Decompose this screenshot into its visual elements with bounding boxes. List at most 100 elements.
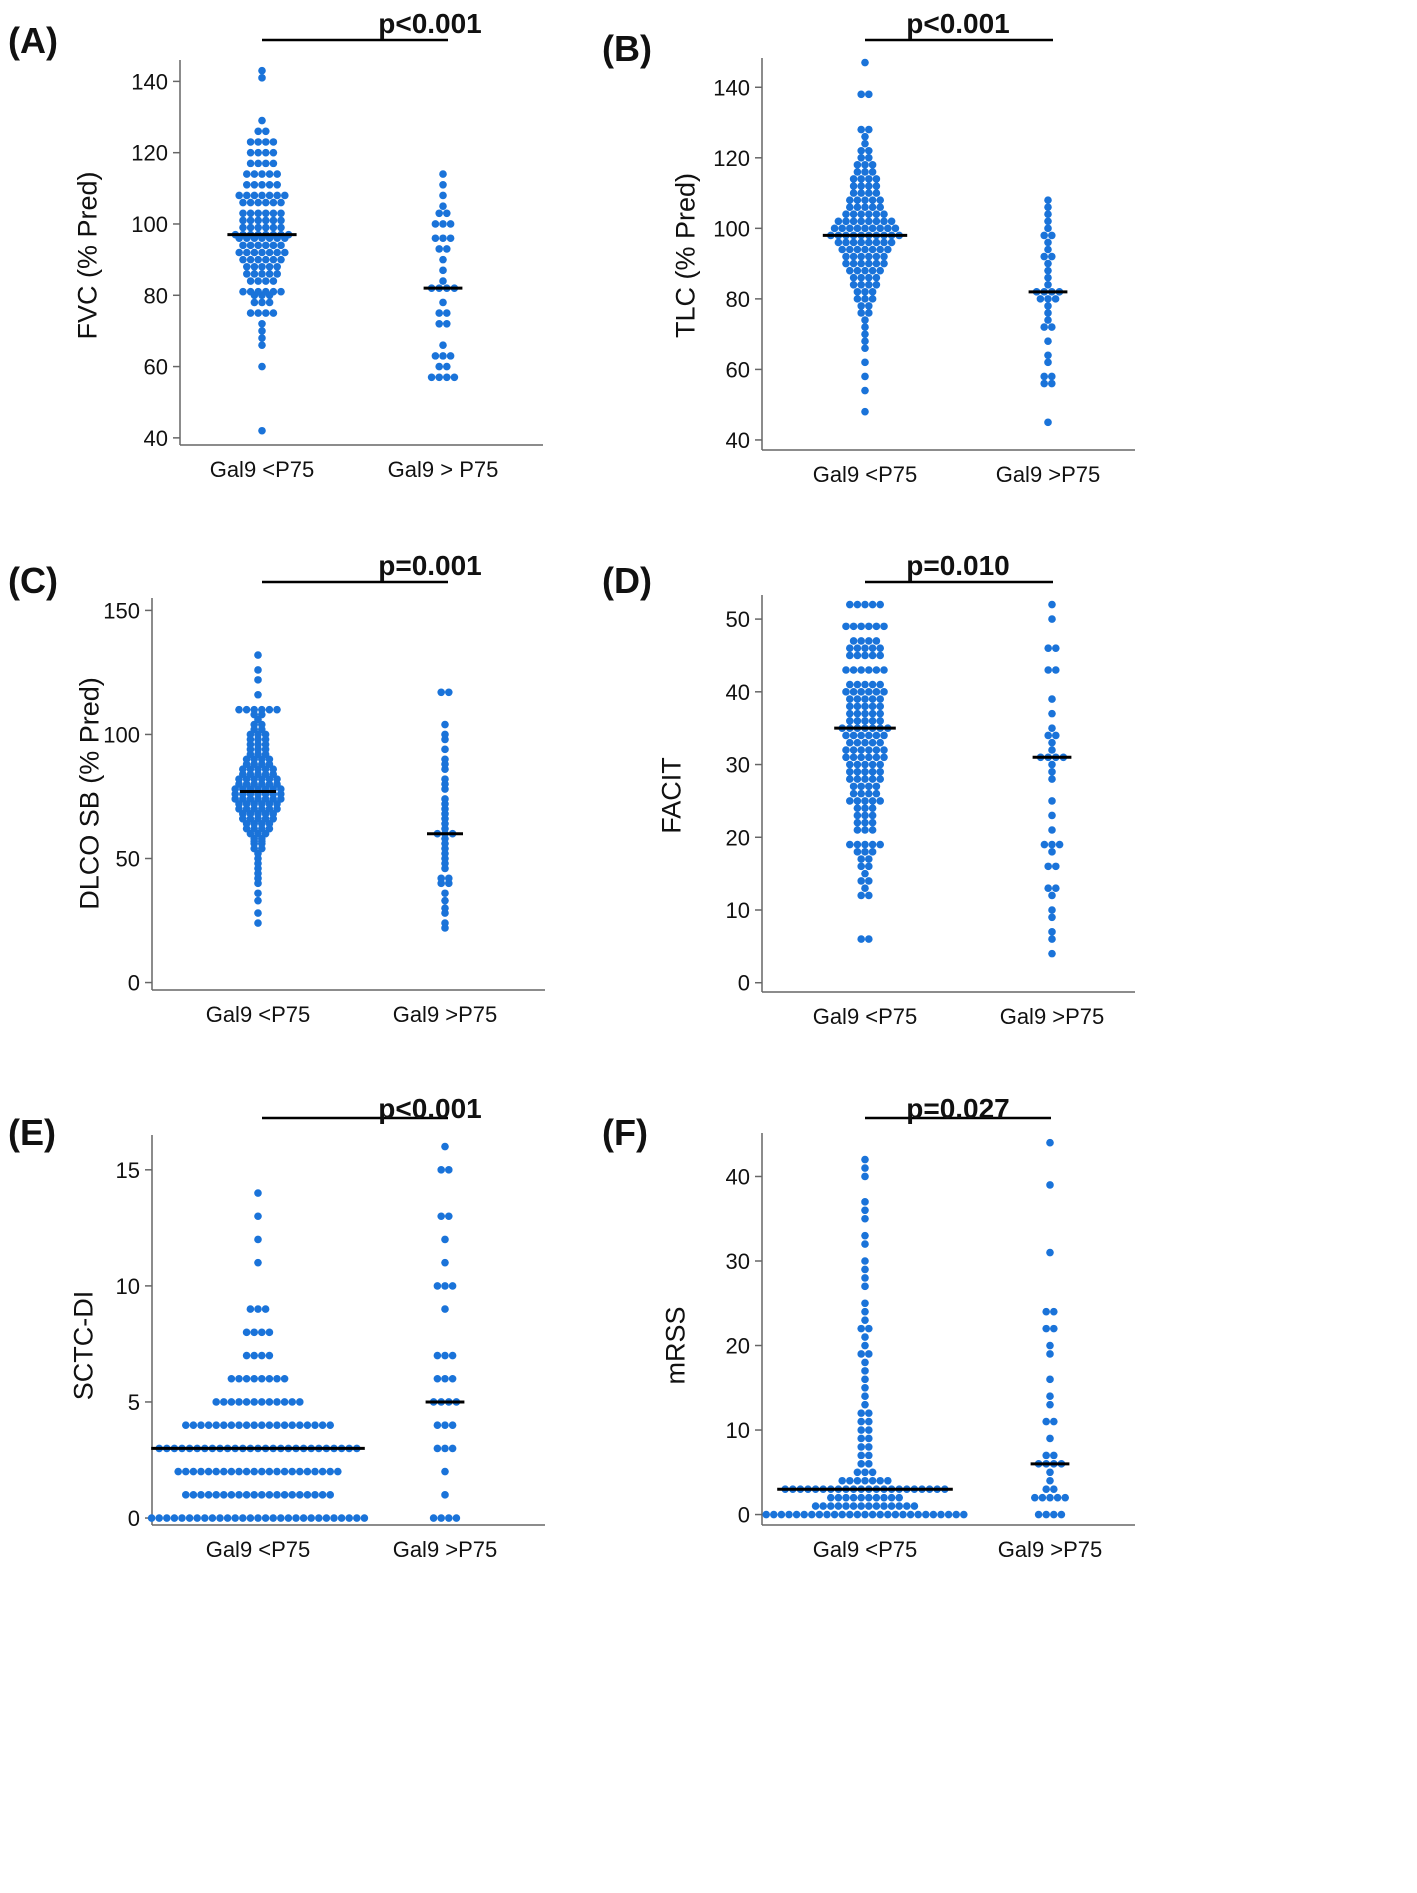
data-point: [254, 159, 262, 168]
data-point: [872, 280, 881, 289]
data-point: [853, 797, 862, 805]
data-point: [865, 217, 873, 226]
data-point: [876, 760, 884, 769]
data-point: [1044, 217, 1052, 226]
x-tick-label-d-0: Gal9 <P75: [813, 1004, 918, 1029]
x-tick-label-a-1: Gal9 > P75: [388, 457, 499, 482]
data-point: [849, 753, 858, 762]
data-point: [250, 262, 259, 271]
y-tick-label-a-2: 80: [144, 283, 168, 308]
data-point: [865, 189, 873, 197]
data-point: [846, 680, 854, 689]
data-point: [861, 196, 869, 204]
data-point: [1048, 746, 1056, 754]
data-point: [280, 1374, 289, 1383]
data-point: [433, 1282, 442, 1290]
data-point: [189, 1467, 198, 1476]
data-point: [868, 203, 877, 211]
data-point: [876, 717, 884, 725]
data-point: [246, 159, 255, 168]
data-point: [876, 1510, 884, 1519]
data-point: [189, 1491, 198, 1499]
data-point: [853, 288, 862, 296]
data-point: [910, 1502, 919, 1510]
data-point: [235, 705, 243, 714]
data-point: [861, 717, 869, 725]
data-point: [441, 1282, 449, 1290]
data-point: [861, 651, 869, 660]
data-point: [1044, 337, 1052, 345]
data-point: [273, 170, 282, 178]
data-point: [448, 1421, 457, 1429]
data-point: [1052, 731, 1060, 740]
data-point: [857, 855, 865, 863]
data-point: [846, 717, 854, 725]
data-point: [861, 139, 869, 148]
data-point: [857, 1324, 865, 1333]
data-point: [857, 238, 865, 247]
data-point: [868, 161, 877, 169]
data-point: [258, 1328, 266, 1337]
data-point: [880, 688, 888, 696]
data-point: [857, 259, 865, 268]
data-point: [1042, 1485, 1050, 1493]
data-point: [185, 1514, 194, 1522]
data-point: [254, 255, 262, 264]
data-point: [868, 196, 877, 204]
data-point: [861, 826, 869, 834]
data-point: [1044, 418, 1052, 427]
data-point: [441, 1258, 449, 1267]
data-point: [849, 1493, 858, 1502]
ylabel-e: SCTC-DI: [68, 1290, 99, 1401]
data-point: [441, 1305, 449, 1313]
data-point: [868, 168, 877, 176]
data-point: [441, 1351, 449, 1360]
data-point: [861, 323, 869, 331]
data-point: [853, 702, 862, 711]
data-point: [197, 1467, 205, 1476]
data-point: [1044, 309, 1052, 317]
data-point: [265, 705, 274, 714]
data-point: [853, 826, 862, 834]
data-point: [880, 259, 888, 268]
data-point: [865, 280, 873, 289]
data-point: [846, 1510, 854, 1519]
data-point: [254, 896, 262, 905]
y-tick-label-d-4: 40: [726, 680, 750, 705]
data-point: [441, 1467, 449, 1476]
data-point: [857, 146, 865, 155]
data-point: [443, 319, 451, 328]
data-point: [441, 904, 449, 912]
data-point: [439, 234, 447, 243]
data-point: [861, 1265, 869, 1274]
pvalue-b: p<0.001: [906, 8, 1010, 39]
data-point: [887, 1493, 896, 1502]
data-point: [243, 270, 251, 278]
data-point: [439, 170, 447, 178]
data-point: [819, 1502, 827, 1510]
data-point: [853, 760, 862, 769]
data-point: [853, 203, 862, 211]
panel-label-d: (D): [602, 560, 652, 601]
x-tick-label-e-1: Gal9 >P75: [393, 1537, 498, 1562]
data-point: [853, 245, 862, 254]
y-tick-label-a-3: 100: [131, 212, 168, 237]
data-point: [872, 175, 881, 183]
data-point: [296, 1467, 304, 1476]
data-point: [439, 180, 447, 189]
data-point: [861, 1172, 869, 1181]
data-point: [288, 1467, 297, 1476]
data-point: [262, 287, 270, 296]
data-point: [1048, 768, 1056, 776]
data-point: [435, 309, 444, 317]
data-point: [441, 1142, 449, 1151]
data-point: [872, 1493, 881, 1502]
data-point: [1042, 1510, 1050, 1519]
data-point: [254, 277, 262, 285]
data-point: [857, 666, 865, 674]
data-point: [433, 1374, 442, 1383]
data-point: [876, 695, 884, 703]
data-point: [872, 182, 881, 190]
pvalue-d: p=0.010: [906, 550, 1010, 581]
data-point: [861, 288, 869, 296]
